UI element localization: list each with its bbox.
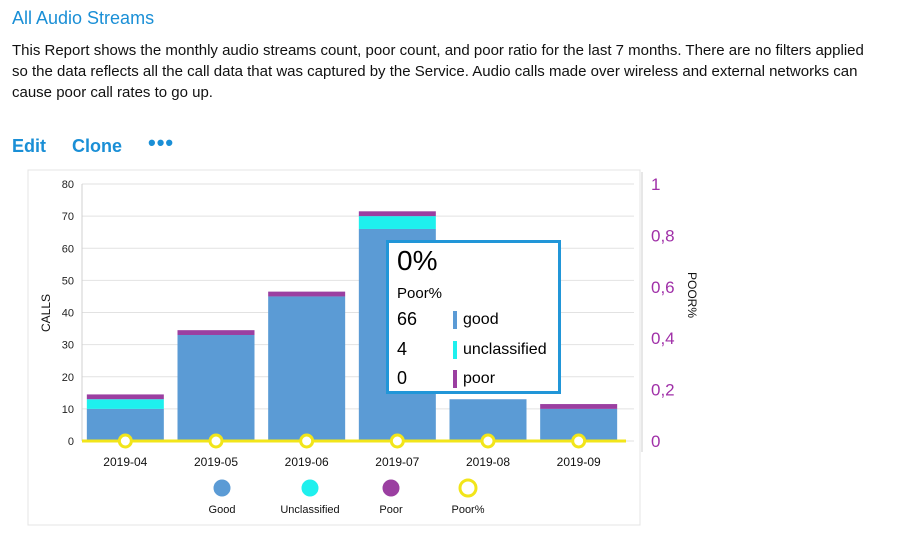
y-tick-label: 80: [62, 179, 74, 191]
legend-label: Poor: [379, 504, 403, 516]
legend-label: Good: [209, 504, 236, 516]
y-tick-label: 50: [62, 275, 74, 287]
tooltip-metric: Poor%: [397, 285, 443, 302]
legend-marker: [382, 479, 400, 497]
poor-swatch: [453, 369, 457, 388]
y-tick-label: 20: [62, 372, 74, 384]
bar-poor: [177, 330, 255, 335]
tooltip-value: 0%: [397, 245, 438, 276]
report-title: All Audio Streams: [12, 8, 155, 28]
good-swatch: [453, 310, 457, 329]
clone-button[interactable]: Clone: [72, 136, 123, 156]
legend-marker: [301, 479, 319, 497]
poor-pct-point: [117, 433, 133, 449]
x-tick-label: 2019-06: [285, 455, 329, 469]
poor-pct-point: [208, 433, 224, 449]
x-tick-label: 2019-05: [194, 455, 238, 469]
tooltip-count-unclassified: 4: [397, 339, 408, 359]
y2-tick-label: 0,8: [651, 226, 675, 245]
legend-marker: [213, 479, 231, 497]
y2-tick-label: 0,2: [651, 381, 675, 400]
bar-poor: [268, 291, 346, 297]
y-axis-title: CALLS: [39, 294, 53, 332]
y-tick-label: 30: [62, 340, 74, 352]
report-actions: Edit Clone •••: [12, 130, 174, 157]
report-description: This Report shows the monthly audio stre…: [12, 42, 864, 101]
y-tick-label: 40: [62, 308, 74, 320]
x-tick-label: 2019-07: [375, 455, 419, 469]
poor-pct-point: [571, 433, 587, 449]
tooltip-label-unclassified: unclassified: [463, 340, 547, 358]
tooltip-row-poor: 0 poor: [397, 368, 495, 389]
tooltip-label-good: good: [463, 310, 499, 328]
y2-tick-label: 0: [651, 432, 660, 451]
y-tick-label: 0: [68, 436, 74, 448]
bar-poor: [86, 394, 164, 400]
tooltip-row-good: 66 good: [397, 309, 499, 330]
tooltip-count-poor: 0: [397, 368, 408, 388]
bar-poor: [358, 211, 436, 217]
y2-tick-label: 0,4: [651, 329, 675, 348]
poor-pct-point: [480, 433, 496, 449]
legend-label: Unclassified: [280, 504, 339, 516]
y2-tick-label: 0,6: [651, 278, 675, 297]
x-tick-label: 2019-04: [103, 455, 147, 469]
edit-button[interactable]: Edit: [12, 136, 46, 156]
y-tick-label: 60: [62, 243, 74, 255]
y-tick-label: 10: [62, 404, 74, 416]
x-tick-label: 2019-08: [466, 455, 510, 469]
y2-axis-title: POOR%: [685, 272, 699, 318]
legend-label: Poor%: [451, 504, 484, 516]
tooltip-label-poor: poor: [463, 369, 496, 387]
y2-tick-label: 1: [651, 175, 660, 194]
bar-good: [177, 334, 255, 441]
poor-pct-point: [299, 433, 315, 449]
x-tick-label: 2019-09: [557, 455, 601, 469]
bar-poor: [540, 404, 618, 409]
chart-frame: [27, 169, 641, 526]
bar-unclassified: [358, 216, 436, 229]
unclassified-swatch: [453, 340, 457, 359]
chart-tooltip: 0% Poor% 66 good 4 unclassified 0 poor: [386, 240, 561, 394]
bar-unclassified: [86, 399, 164, 409]
poor-pct-point: [389, 433, 405, 449]
tooltip-count-good: 66: [397, 309, 418, 329]
legend-marker: [458, 478, 478, 498]
bar-good: [268, 296, 346, 441]
y-tick-label: 70: [62, 211, 74, 223]
tooltip-row-unclassified: 4 unclassified: [397, 339, 547, 360]
more-options-icon[interactable]: •••: [148, 129, 175, 155]
